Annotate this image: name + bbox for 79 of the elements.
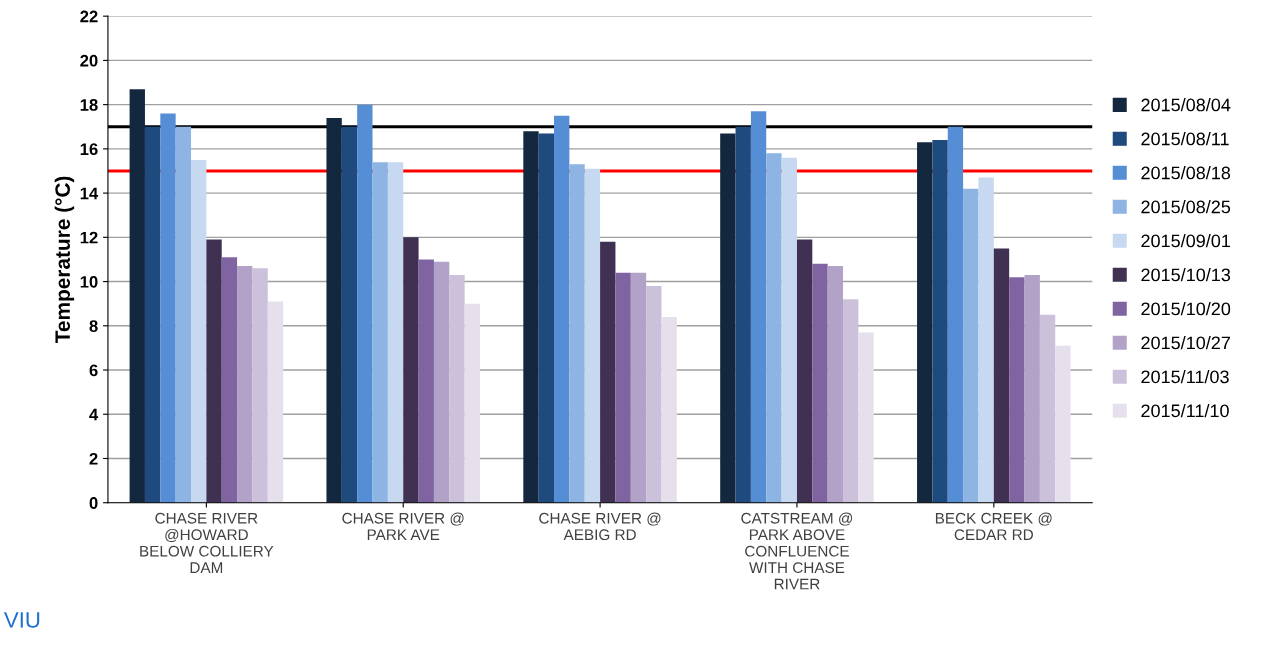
y-tick-label: 12 [80,231,98,244]
bar [750,111,767,503]
y-tick-label: 4 [89,408,99,421]
bar [600,241,616,503]
bar [237,266,253,503]
legend-label: 2015/08/18 [1141,166,1231,180]
y-tick-label: 10 [80,275,98,288]
y-tick-label: 2 [89,452,98,465]
y-tick-label: 8 [89,320,98,332]
legend-label: 2015/09/01 [1141,234,1230,248]
bar [646,285,662,503]
bar [735,126,751,503]
bar [1009,277,1025,503]
legend-label: 2015/08/11 [1141,132,1229,146]
bar [144,126,161,503]
x-tick-label: CHASE RIVER @ AEBIG RD [539,512,661,541]
y-tick-label: 14 [80,187,99,200]
bar [630,272,647,503]
bar [947,126,964,503]
y-axis-title: Temperature (°C) [54,176,75,344]
bar [993,248,1010,503]
bar [796,239,813,503]
bar [843,299,859,503]
bar [766,153,782,503]
bar [387,162,404,503]
x-tick-label: CATSTREAM @ PARK ABOVE CONFLUENCE WITH CHASE RIVER [741,512,853,590]
bar [661,316,677,503]
bar [569,164,585,503]
bar [160,113,176,503]
x-tick-label: CHASE RIVER @HOWARD BELOW COLLIERY DAM [140,512,274,573]
bar [1039,314,1056,503]
y-tick-label: 20 [80,54,98,67]
bar [372,162,388,503]
legend-label: 2015/11/10 [1141,403,1229,418]
bar [129,89,145,503]
bar [252,268,268,503]
bar [812,263,828,503]
bar [357,104,373,503]
y-tick-label: 16 [80,143,98,156]
y-tick-label: 6 [89,364,98,377]
bar [1055,345,1071,503]
bar [267,301,284,503]
bar [175,126,192,503]
bar [963,188,979,503]
bar [418,259,434,503]
bar [341,126,358,503]
x-tick-label: CHASE RIVER @ PARK AVE [342,512,464,540]
y-tick-label: 18 [80,99,98,111]
bar [449,274,465,503]
legend-label: 2015/10/13 [1141,268,1231,282]
legend-label: 2015/10/20 [1141,302,1231,316]
bar [858,332,874,503]
bar [433,261,450,503]
bar [827,266,844,503]
bar [1024,274,1040,503]
bar [464,303,481,503]
x-tick-label: BECK CREEK @ CEDAR RD [935,512,1052,541]
bar [191,159,207,503]
bar [221,257,238,503]
bar [206,239,222,503]
bar [584,168,601,503]
text: VIU [3,612,40,628]
bar [538,133,555,503]
bar [523,131,539,503]
bar [917,142,933,503]
legend-label: 2015/08/25 [1141,200,1231,214]
legend-label: 2015/08/04 [1141,98,1231,112]
bar [720,133,736,503]
bar [781,157,797,503]
bar [403,237,419,503]
bar [615,272,631,503]
bar [932,140,948,503]
bar [554,115,570,503]
bar [978,177,994,503]
y-tick-label: 22 [80,10,98,23]
y-tick-label: 0 [89,497,98,509]
legend-label: 2015/11/03 [1141,369,1229,384]
legend-label: 2015/10/27 [1141,335,1230,350]
bar [326,117,342,503]
